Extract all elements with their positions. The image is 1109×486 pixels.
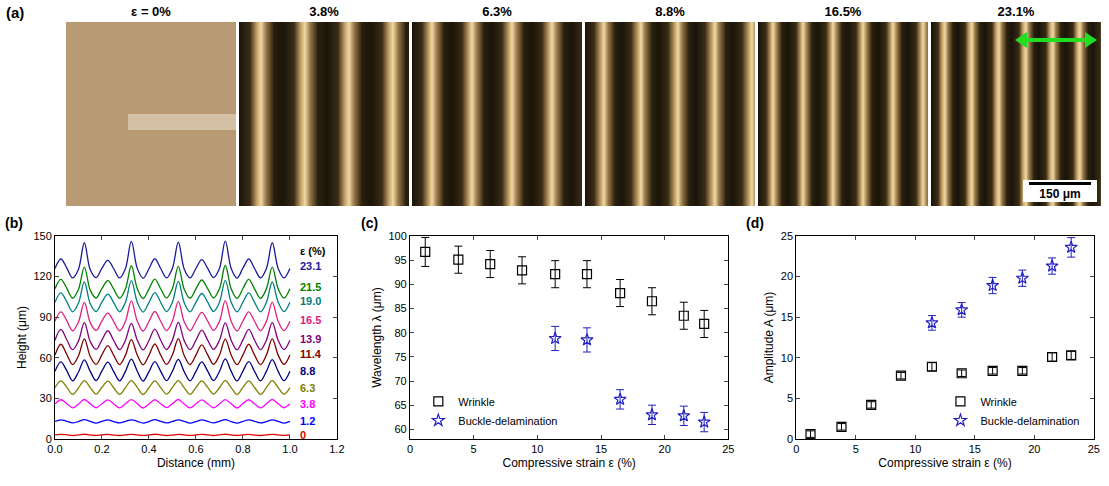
svg-text:85: 85 <box>395 302 407 314</box>
svg-text:0: 0 <box>793 443 799 455</box>
svg-text:120: 120 <box>33 270 51 282</box>
svg-text:0.0: 0.0 <box>47 443 62 455</box>
svg-text:150: 150 <box>33 230 51 242</box>
svg-text:1.0: 1.0 <box>282 443 297 455</box>
svg-text:Amplitude A (μm): Amplitude A (μm) <box>762 292 776 384</box>
html-text:6.3%: 6.3% <box>482 4 512 19</box>
svg-text:10: 10 <box>781 352 793 364</box>
svg-text:100: 100 <box>388 230 406 242</box>
svg-text:(d): (d) <box>746 215 764 231</box>
svg-text:Wrinkle: Wrinkle <box>980 396 1016 408</box>
svg-text:90: 90 <box>40 311 52 323</box>
svg-text:11.4: 11.4 <box>300 348 322 360</box>
svg-text:0.8: 0.8 <box>235 443 250 455</box>
svg-text:Wrinkle: Wrinkle <box>458 396 494 408</box>
svg-text:80: 80 <box>395 327 407 339</box>
svg-text:0: 0 <box>787 433 793 445</box>
svg-text:65: 65 <box>395 399 407 411</box>
html-text:8.8%: 8.8% <box>655 4 685 19</box>
html-text:16.5%: 16.5% <box>824 4 862 19</box>
svg-text:90: 90 <box>395 278 407 290</box>
svg-text:20: 20 <box>659 443 671 455</box>
svg-text:19.0: 19.0 <box>300 295 321 307</box>
svg-text:0.4: 0.4 <box>141 443 156 455</box>
svg-text:0: 0 <box>46 433 52 445</box>
svg-text:0.6: 0.6 <box>188 443 203 455</box>
svg-text:(b): (b) <box>5 215 23 231</box>
svg-text:5: 5 <box>787 392 793 404</box>
svg-text:95: 95 <box>395 254 407 266</box>
svg-text:1.2: 1.2 <box>329 443 344 455</box>
svg-text:30: 30 <box>40 392 52 404</box>
svg-text:5: 5 <box>471 443 477 455</box>
svg-text:Compressive strain ε (%): Compressive strain ε (%) <box>502 456 635 470</box>
svg-text:21.5: 21.5 <box>300 281 321 293</box>
svg-text:13.9: 13.9 <box>300 333 321 345</box>
svg-text:15: 15 <box>595 443 607 455</box>
svg-text:Buckle-delamination: Buckle-delamination <box>458 415 557 427</box>
svg-text:Distance (mm): Distance (mm) <box>157 456 235 470</box>
svg-text:Buckle-delamination: Buckle-delamination <box>980 415 1079 427</box>
svg-text:15: 15 <box>781 311 793 323</box>
svg-text:3.8: 3.8 <box>300 398 315 410</box>
svg-text:25: 25 <box>722 443 734 455</box>
svg-text:70: 70 <box>395 375 407 387</box>
svg-text:75: 75 <box>395 351 407 363</box>
svg-text:0: 0 <box>407 443 413 455</box>
svg-text:60: 60 <box>395 423 407 435</box>
svg-text:60: 60 <box>40 352 52 364</box>
svg-text:0: 0 <box>300 429 306 441</box>
svg-text:1.2: 1.2 <box>300 415 315 427</box>
svg-text:20: 20 <box>781 270 793 282</box>
svg-text:(c): (c) <box>361 215 378 231</box>
svg-text:16.5: 16.5 <box>300 314 321 326</box>
html-text:150 μm: 150 μm <box>1039 187 1081 201</box>
svg-text:8.8: 8.8 <box>300 365 315 377</box>
svg-text:6.3: 6.3 <box>300 382 315 394</box>
svg-text:Compressive strain ε (%): Compressive strain ε (%) <box>878 456 1011 470</box>
svg-text:Wavelength λ (μm): Wavelength λ (μm) <box>370 287 384 388</box>
svg-text:25: 25 <box>1088 443 1100 455</box>
svg-text:10: 10 <box>531 443 543 455</box>
svg-text:ε (%): ε (%) <box>300 245 326 257</box>
svg-text:15: 15 <box>969 443 981 455</box>
svg-text:5: 5 <box>853 443 859 455</box>
svg-text:10: 10 <box>909 443 921 455</box>
svg-text:23.1: 23.1 <box>300 260 321 272</box>
html-text:23.1%: 23.1% <box>997 4 1035 19</box>
svg-text:20: 20 <box>1028 443 1040 455</box>
html-text:3.8%: 3.8% <box>309 4 339 19</box>
html-text:(a): (a) <box>6 4 25 21</box>
svg-text:Height (μm): Height (μm) <box>15 306 29 369</box>
svg-text:0.2: 0.2 <box>94 443 109 455</box>
svg-text:25: 25 <box>781 230 793 242</box>
html-text:ε = 0%: ε = 0% <box>131 4 171 19</box>
